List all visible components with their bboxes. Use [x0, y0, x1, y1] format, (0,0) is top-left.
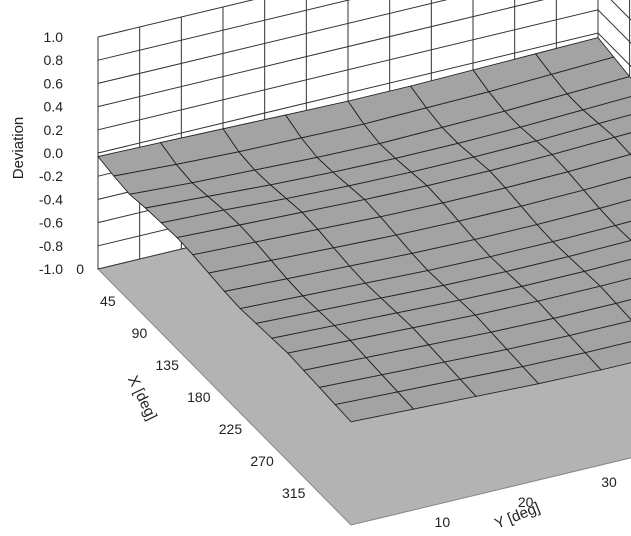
z-tick-label: 0.6: [44, 75, 64, 91]
z-axis-label: Deviation: [10, 117, 27, 180]
z-tick-label: -1.0: [39, 261, 63, 277]
x-tick-label: 90: [132, 325, 148, 341]
z-tick-label: -0.4: [39, 191, 63, 207]
z-tick-label: 0.8: [44, 52, 64, 68]
x-axis-label: X [deg]: [124, 373, 160, 423]
x-axis-ticks: 0 45 90 135 180 225 270 315: [76, 261, 305, 501]
y-axis-ticks: 0102030405060: [355, 474, 617, 536]
y-tick-label: 10: [435, 514, 451, 530]
x-tick-label: 270: [250, 453, 274, 469]
z-tick-label: 1.0: [44, 29, 64, 45]
surface-cell: [334, 391, 415, 423]
z-tick-label: -0.2: [39, 168, 63, 184]
x-tick-label: 45: [100, 293, 116, 309]
z-tick-label: 0.0: [44, 145, 64, 161]
z-axis-ticks: 1.0 0.8 0.6 0.4 0.2 0.0 -0.2 -0.4 -0.6 -0.8 -1.0: [39, 29, 63, 277]
x-tick-label: 315: [282, 485, 306, 501]
z-tick-label: -0.6: [39, 215, 63, 231]
y-tick-label: 0: [355, 534, 363, 536]
x-tick-label: 135: [156, 357, 180, 373]
z-tick-label: 0.2: [44, 122, 64, 138]
x-tick-label: 225: [219, 421, 243, 437]
x-tick-label: 180: [187, 389, 211, 405]
x-tick-label: 0: [76, 261, 84, 277]
z-tick-label: -0.8: [39, 238, 63, 254]
y-tick-label: 20: [518, 494, 534, 510]
z-tick-label: 0.4: [44, 99, 64, 115]
y-tick-label: 30: [601, 474, 617, 490]
surface-mesh: [97, 37, 631, 423]
